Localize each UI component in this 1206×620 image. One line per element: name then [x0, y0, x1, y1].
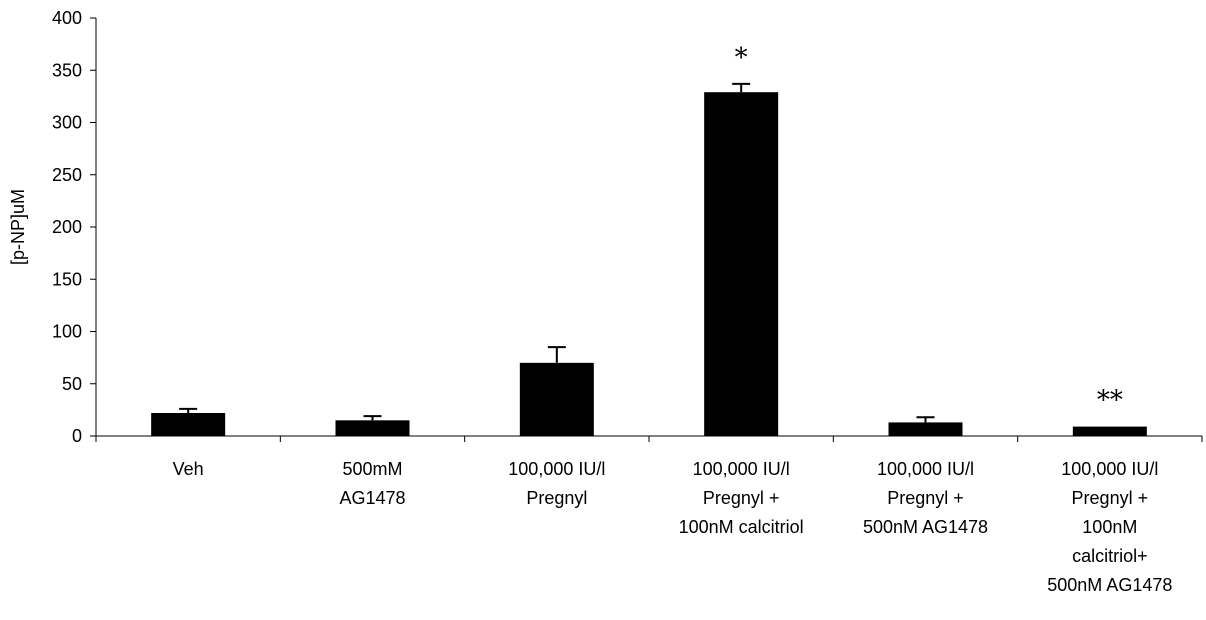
bar	[519, 362, 594, 436]
bar	[1072, 426, 1147, 436]
y-tick-label: 0	[72, 426, 82, 446]
bar	[151, 413, 226, 436]
y-tick-label: 400	[52, 8, 82, 28]
x-category-label: calcitriol+	[1072, 546, 1148, 566]
y-tick-label: 250	[52, 165, 82, 185]
bar	[888, 422, 963, 436]
y-tick-label: 200	[52, 217, 82, 237]
y-tick-label: 350	[52, 60, 82, 80]
y-tick-label: 300	[52, 113, 82, 133]
x-category-label: 500nM AG1478	[1047, 575, 1172, 595]
x-category-label: Veh	[173, 459, 204, 479]
x-category-label: Pregnyl +	[887, 488, 964, 508]
y-tick-label: 150	[52, 269, 82, 289]
x-category-label: 100,000 IU/l	[508, 459, 605, 479]
x-category-label: 100,000 IU/l	[1061, 459, 1158, 479]
bar	[335, 420, 410, 436]
y-tick-label: 100	[52, 322, 82, 342]
y-axis-title: [p-NP]uM	[8, 189, 28, 265]
x-category-label: Pregnyl	[526, 488, 587, 508]
x-category-label: Pregnyl +	[703, 488, 780, 508]
x-category-label: 500mM	[342, 459, 402, 479]
bar	[704, 92, 779, 436]
significance-marker: **	[1097, 386, 1123, 416]
x-category-label: AG1478	[339, 488, 405, 508]
x-category-label: Pregnyl +	[1072, 488, 1149, 508]
x-category-label: 100,000 IU/l	[693, 459, 790, 479]
y-tick-label: 50	[62, 374, 82, 394]
x-category-label: 100nM	[1082, 517, 1137, 537]
x-category-label: 100nM calcitriol	[679, 517, 804, 537]
x-category-label: 100,000 IU/l	[877, 459, 974, 479]
x-category-label: 500nM AG1478	[863, 517, 988, 537]
significance-marker: *	[735, 43, 748, 73]
